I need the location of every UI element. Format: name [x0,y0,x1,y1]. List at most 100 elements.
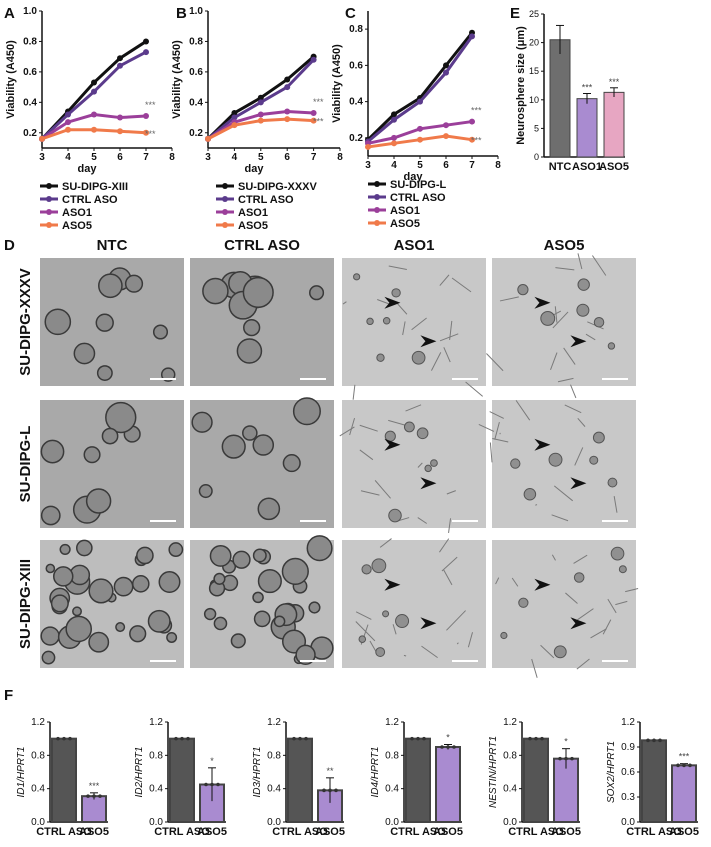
legend-label: CTRL ASO [62,194,118,206]
neurosphere [209,544,232,567]
replicate-dot [570,756,574,761]
y-tick-label: 0.0 [31,817,45,828]
neurite [388,265,407,271]
data-point [417,98,423,105]
neurite [388,419,406,426]
data-point [205,135,211,142]
data-point [391,134,397,141]
neurosphere [95,313,114,332]
neurite [576,658,590,670]
data-point [469,118,475,125]
neurite [590,628,607,639]
data-point [91,88,97,95]
neurosphere [232,550,251,569]
y-axis-label: NESTIN/HPRT1 [488,736,499,808]
legend-label: ASO1 [238,207,268,219]
data-point [417,136,423,143]
neurosphere [221,434,246,459]
y-tick-label: 20 [529,38,539,48]
neurite [456,642,459,645]
neurite [574,447,584,466]
neurite [577,608,594,621]
replicate-dot [528,736,532,741]
neurite [441,556,458,572]
neurosphere [191,411,213,433]
neurite [554,306,558,323]
neurite [577,253,583,270]
micrograph-r1-c0 [40,400,184,528]
legend-marker [222,183,228,189]
data-point [469,136,475,143]
neurite [515,400,531,421]
y-tick-label: 0.2 [189,128,203,139]
replicate-dot [328,788,332,793]
neurosphere [292,397,321,426]
legend-label: CTRL ASO [238,194,294,206]
series-line-2 [41,112,147,141]
y-tick-label: 0.8 [149,750,163,761]
neurite [443,569,453,586]
data-point [365,143,371,150]
neurite [565,592,578,604]
neurite [449,320,453,341]
legend-marker [374,181,380,187]
neurosphere [252,591,264,604]
neurite [555,267,575,271]
neurosphere [230,633,246,649]
legend-label: ASO5 [238,220,268,232]
data-point [143,129,149,136]
data-point [443,69,449,76]
x-tick-label: 6 [443,160,449,171]
x-tick-label: CTRL ASO [272,826,328,838]
panel-letter-A: A [4,5,15,22]
y-tick-label: 0.0 [149,817,163,828]
y-tick-label: 1.2 [267,717,281,728]
neurite [585,333,596,341]
replicate-dot [652,738,656,743]
micrograph-r1-c3 [478,400,636,528]
micrograph-r1-c2 [339,400,486,533]
cell-cluster [416,427,429,440]
neurite [374,480,391,499]
significance-label: * [210,756,214,766]
neurite [495,577,500,585]
y-tick-label: 0.4 [189,97,203,108]
significance-label: *** [145,129,156,139]
legend-marker [222,209,228,215]
cell-cluster [577,278,590,291]
legend-marker [222,222,228,228]
neurite [405,404,422,412]
neurosphere [306,535,333,562]
data-point [257,94,264,101]
neurosphere [309,285,325,301]
neurite [492,438,509,443]
neurosphere [236,338,263,364]
neurosphere [45,563,56,574]
panel-letter-C: C [345,5,356,22]
neurite [613,496,618,513]
panel-letter-F: F [4,687,13,704]
neurite [439,538,450,553]
x-tick-label: ASO5 [551,826,581,838]
replicate-dot [682,763,686,768]
neurite [531,658,538,678]
bar [603,91,625,158]
neurite [355,611,372,620]
arrowhead-marker [384,296,401,309]
y-tick-label: 0.4 [385,784,399,795]
y-axis-label: ID3/HPRT1 [252,747,263,798]
y-tick-label: 15 [529,66,539,76]
data-point [117,55,123,62]
data-point [231,122,238,129]
legend-label: ASO1 [390,205,420,217]
neurosphere [252,548,267,563]
data-point [117,114,123,121]
arrowhead-marker [420,617,437,630]
neurite [494,422,500,440]
replicate-dot [534,736,538,741]
cell-cluster [353,273,361,281]
y-tick-label: 0.9 [621,742,635,753]
replicate-dot [186,736,190,741]
cell-cluster [523,487,537,501]
neurite [551,514,569,522]
